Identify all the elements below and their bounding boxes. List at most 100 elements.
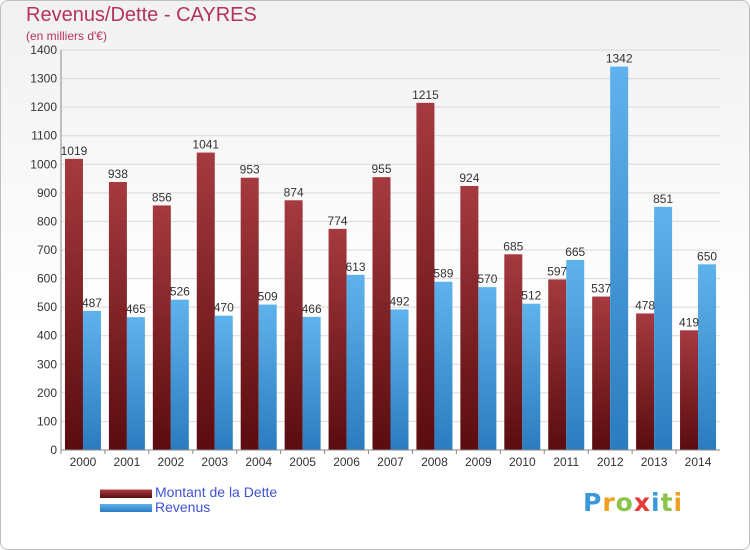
bar-dette-2004	[240, 177, 259, 450]
x-tick-label: 2000	[70, 455, 97, 469]
x-tick-label: 2006	[333, 455, 360, 469]
value-label-revenus: 466	[302, 302, 322, 316]
y-tick-label: 700	[37, 243, 57, 257]
bar-revenus-2011	[566, 260, 585, 450]
value-label-dette: 478	[635, 298, 655, 312]
bar-dette-2010	[504, 254, 523, 450]
bar-dette-2000	[64, 158, 83, 450]
bar-dette-2001	[108, 182, 127, 450]
bar-dette-2005	[284, 200, 303, 450]
y-tick-label: 1400	[30, 43, 57, 57]
bar-dette-2007	[372, 177, 391, 450]
logo-letter: i	[673, 488, 684, 517]
bar-revenus-2004	[258, 304, 277, 450]
y-tick-label: 0	[50, 443, 57, 457]
x-tick-label: 2005	[289, 455, 316, 469]
y-tick-label: 600	[37, 272, 57, 286]
logo-letter: i	[651, 488, 661, 517]
y-tick-label: 1300	[30, 72, 57, 86]
legend-label-dette: Montant de la Dette	[155, 484, 278, 500]
axes: 0 100 200 300 400 500 600 700 800 900 1000 1100 1200…	[30, 43, 720, 469]
bar-revenus-2000	[82, 310, 101, 450]
y-tick-label: 300	[37, 357, 57, 371]
value-label-dette: 1019	[61, 144, 88, 158]
x-tick-label: 2008	[421, 455, 448, 469]
value-label-revenus: 570	[477, 272, 497, 286]
bar-revenus-2007	[390, 309, 409, 450]
chart-subtitle: (en milliers d'€)	[26, 29, 107, 43]
logo-letter: t	[660, 488, 674, 517]
value-label-revenus: 851	[653, 192, 673, 206]
bar-revenus-2014	[698, 264, 717, 450]
legend-swatch-dette	[100, 489, 152, 498]
y-tick-label: 1100	[31, 129, 57, 143]
bar-revenus-2013	[654, 206, 673, 450]
value-label-revenus: 512	[521, 289, 541, 303]
value-label-dette: 856	[152, 190, 172, 204]
x-tick-label: 2003	[201, 455, 228, 469]
x-tick-label: 2004	[245, 455, 272, 469]
value-label-dette: 537	[591, 282, 611, 296]
legend-swatch-revenus	[100, 504, 152, 512]
logo-letter: P	[583, 488, 603, 517]
value-label-revenus: 509	[258, 290, 278, 304]
value-label-dette: 874	[284, 185, 304, 199]
bar-revenus-2012	[610, 66, 629, 451]
bar-dette-2008	[416, 102, 435, 450]
value-label-dette: 597	[547, 264, 567, 278]
y-tick-label: 800	[37, 214, 57, 228]
value-label-revenus: 613	[346, 260, 366, 274]
x-tick-label: 2014	[685, 455, 712, 469]
bar-revenus-2002	[170, 299, 189, 450]
bar-dette-2006	[328, 228, 347, 450]
x-tick-label: 2012	[597, 455, 624, 469]
logo-letter: r	[602, 488, 616, 517]
value-label-dette: 685	[503, 239, 523, 253]
bar-revenus-2008	[434, 281, 453, 450]
y-tick-label: 900	[37, 186, 57, 200]
bar-dette-2014	[680, 330, 699, 450]
x-tick-label: 2001	[114, 455, 141, 469]
x-tick-label: 2007	[377, 455, 404, 469]
y-tick-label: 1000	[30, 157, 57, 171]
value-label-revenus: 665	[565, 245, 585, 259]
value-label-revenus: 492	[389, 294, 409, 308]
value-label-dette: 1215	[412, 88, 439, 102]
logo-letter: o	[615, 488, 634, 517]
bar-dette-2012	[592, 296, 611, 450]
bar-revenus-2009	[478, 287, 497, 450]
y-tick-label: 200	[37, 386, 57, 400]
value-label-dette: 924	[459, 171, 479, 185]
value-label-dette: 938	[108, 167, 128, 181]
y-tick-label: 500	[37, 300, 57, 314]
bar-revenus-2003	[214, 315, 233, 450]
value-label-revenus: 650	[697, 249, 717, 263]
value-label-dette: 953	[240, 163, 260, 177]
bar-revenus-2001	[126, 317, 145, 450]
bar-dette-2011	[548, 279, 567, 450]
x-tick-label: 2002	[157, 455, 184, 469]
x-tick-label: 2013	[641, 455, 668, 469]
x-tick-label: 2009	[465, 455, 492, 469]
bar-revenus-2010	[522, 303, 541, 450]
bar-dette-2013	[636, 313, 655, 450]
value-label-dette: 774	[328, 214, 348, 228]
x-tick-label: 2010	[509, 455, 536, 469]
bar-revenus-2006	[346, 274, 365, 450]
value-label-revenus: 589	[433, 267, 453, 281]
value-label-revenus: 487	[82, 296, 102, 310]
bar-dette-2009	[460, 186, 479, 450]
value-label-dette: 955	[371, 162, 391, 176]
bar-revenus-2005	[302, 316, 321, 450]
logo-letter: x	[633, 488, 651, 517]
value-label-dette: 419	[679, 315, 699, 329]
proxiti-logo: Proxiti	[583, 488, 683, 517]
value-label-revenus: 526	[170, 285, 190, 299]
chart-title: Revenus/Dette - CAYRES	[26, 4, 257, 26]
y-tick-label: 1200	[30, 100, 57, 114]
value-label-revenus: 470	[214, 301, 234, 315]
bars	[64, 66, 717, 451]
bar-dette-2003	[196, 152, 215, 451]
value-label-dette: 1041	[192, 138, 219, 152]
